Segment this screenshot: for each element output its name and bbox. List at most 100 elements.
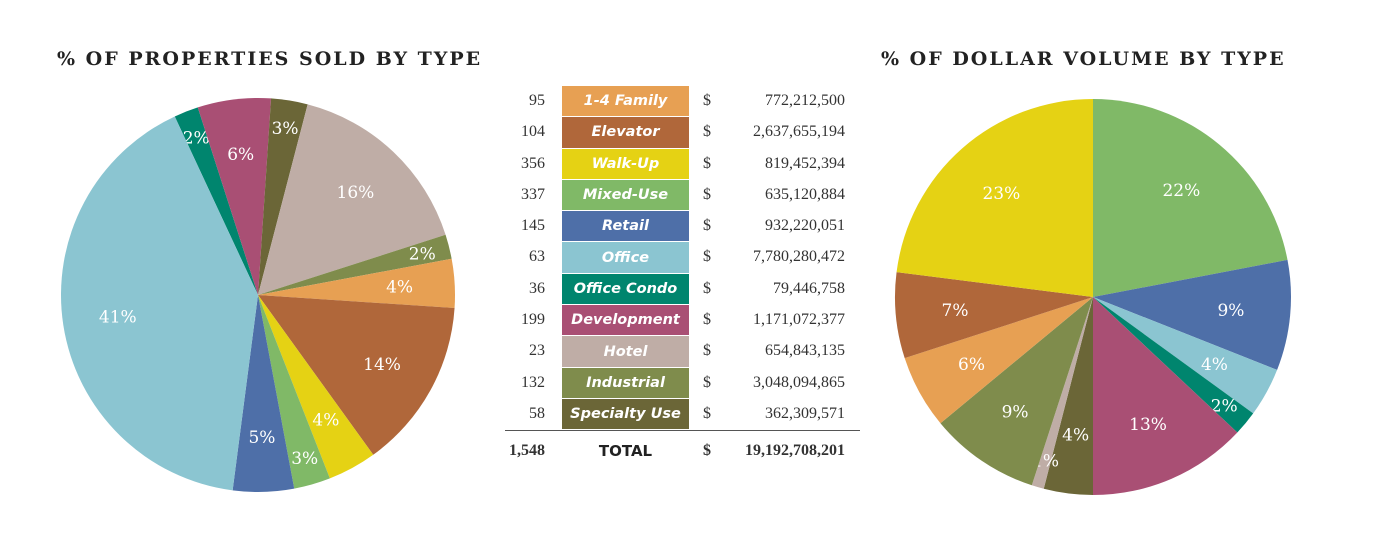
chart-title-properties-sold: % OF PROPERTIES SOLD BY TYPE	[57, 48, 483, 70]
chart-title-dollar-volume: % OF DOLLAR VOLUME BY TYPE	[881, 48, 1286, 70]
slice-label-retail: 9%	[1217, 301, 1244, 321]
slice-label-industrial: 2%	[409, 244, 436, 264]
type-swatch-office-condo: Office Condo	[562, 273, 689, 306]
slice-label-development: 6%	[227, 145, 254, 165]
row-currency: $	[703, 248, 711, 266]
row-count: 337	[521, 185, 545, 203]
table-row-hotel: 23 Hotel $654,843,135	[505, 336, 865, 368]
total-count: 1,548	[509, 442, 545, 459]
pie-slice-development	[1093, 297, 1238, 495]
row-count: 132	[521, 373, 545, 391]
pie-slice-retail	[1093, 259, 1291, 370]
slice-label-office-condo: 2%	[1211, 397, 1238, 417]
row-count: 36	[529, 279, 545, 297]
slice-label-office: 41%	[99, 308, 137, 328]
row-count: 145	[521, 217, 545, 235]
row-amount: 79,446,758	[773, 279, 845, 297]
row-amount: 362,309,571	[765, 404, 845, 422]
slice-label-walk-up: 23%	[982, 184, 1020, 204]
slice-label-industrial: 9%	[1002, 403, 1029, 423]
pie-slice-mixed-use	[1093, 99, 1288, 297]
row-amount: 819,452,394	[765, 154, 845, 172]
row-currency: $	[703, 373, 711, 391]
row-amount: 635,120,884	[765, 185, 845, 203]
row-count: 199	[521, 311, 545, 329]
pie-slice-office	[60, 116, 258, 491]
type-swatch-development: Development	[562, 305, 689, 337]
row-currency: $	[703, 342, 711, 360]
row-count: 104	[521, 123, 545, 141]
type-swatch-elevator: Elevator	[562, 117, 689, 149]
row-count: 63	[529, 248, 545, 266]
slice-label-retail: 5%	[248, 428, 275, 448]
pie-slice-elevator	[895, 272, 1093, 359]
slice-label-office: 4%	[1201, 355, 1228, 375]
row-count: 23	[529, 342, 545, 360]
row-currency: $	[703, 154, 711, 172]
table-row-office-condo: 36 Office Condo $79,446,758	[505, 273, 865, 306]
type-swatch-office: Office	[562, 242, 689, 274]
type-swatch-1-4-family: 1-4 Family	[562, 86, 689, 118]
pie-slice-specialty-use	[258, 98, 308, 296]
type-swatch-retail: Retail	[562, 211, 689, 243]
table-row-mixed-use: 337 Mixed-Use $635,120,884	[505, 179, 865, 212]
total-amount: 19,192,708,201	[745, 442, 845, 459]
pie-slice-walk-up	[258, 295, 374, 479]
row-currency: $	[703, 311, 711, 329]
row-amount: 3,048,094,865	[753, 373, 845, 391]
pie-slice-office	[1093, 297, 1278, 414]
pie-slice-1-4-family	[904, 297, 1093, 424]
row-amount: 654,843,135	[765, 342, 845, 360]
row-count: 356	[521, 154, 545, 172]
row-amount: 2,637,655,194	[753, 123, 845, 141]
pie-slice-development	[197, 98, 272, 295]
total-currency: $	[703, 442, 711, 459]
pie-slice-office-condo	[174, 107, 258, 295]
type-swatch-hotel: Hotel	[562, 336, 689, 368]
slice-label-mixed-use: 3%	[291, 449, 318, 469]
slice-label-office-condo: 2%	[183, 128, 210, 148]
table-row-specialty-use: 58 Specialty Use $362,309,571	[505, 398, 865, 431]
slice-label-specialty-use: 4%	[1062, 426, 1089, 446]
slice-label-specialty-use: 3%	[272, 119, 299, 139]
pie-slice-industrial	[258, 234, 452, 295]
row-amount: 932,220,051	[765, 217, 845, 235]
table-row-retail: 145 Retail $932,220,051	[505, 211, 865, 243]
type-swatch-industrial: Industrial	[562, 367, 689, 399]
slice-label-1-4-family: 4%	[386, 278, 413, 298]
table-row-elevator: 104 Elevator $2,637,655,194	[505, 117, 865, 149]
type-swatch-walk-up: Walk-Up	[562, 148, 689, 180]
table-row-industrial: 132 Industrial $3,048,094,865	[505, 367, 865, 399]
table-total-row: 1,548 TOTAL $ 19,192,708,201	[505, 440, 865, 464]
pie-slice-mixed-use	[258, 295, 330, 489]
pie-slice-specialty-use	[1043, 297, 1093, 495]
slice-label-mixed-use: 22%	[1162, 181, 1200, 201]
table-row-walk-up: 356 Walk-Up $819,452,394	[505, 148, 865, 180]
row-amount: 772,212,500	[765, 92, 845, 109]
slice-label-1-4-family: 6%	[958, 355, 985, 375]
pie-slice-1-4-family	[258, 258, 456, 309]
slice-label-walk-up: 4%	[312, 411, 339, 431]
row-count: 95	[529, 92, 545, 109]
pie-slice-hotel	[258, 104, 446, 295]
row-currency: $	[703, 92, 711, 109]
row-currency: $	[703, 279, 711, 297]
type-swatch-mixed-use: Mixed-Use	[562, 179, 689, 212]
table-row-development: 199 Development $1,171,072,377	[505, 305, 865, 337]
pie-slice-office-condo	[1093, 297, 1254, 433]
total-label: TOTAL	[598, 442, 653, 460]
pie-slice-retail	[232, 295, 295, 492]
row-count: 58	[529, 404, 545, 422]
pie-slice-industrial	[940, 297, 1093, 486]
pie-slice-elevator	[258, 295, 455, 455]
row-currency: $	[703, 185, 711, 203]
slice-label-elevator: 7%	[942, 301, 969, 321]
row-currency: $	[703, 123, 711, 141]
row-currency: $	[703, 404, 711, 422]
slice-label-hotel: 16%	[337, 183, 375, 203]
slice-label-elevator: 14%	[363, 355, 401, 375]
slice-label-development: 13%	[1129, 415, 1167, 435]
row-amount: 1,171,072,377	[753, 311, 845, 329]
